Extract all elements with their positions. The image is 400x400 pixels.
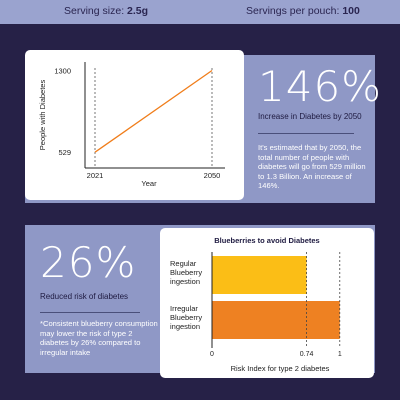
line-chart-card: 1300 529 2021 2050 Year People with Diabetes (25, 50, 244, 200)
y-tick-label: 529 (58, 148, 71, 157)
x-tick-label: 0.74 (300, 351, 314, 358)
x-tick-label: 2050 (204, 171, 221, 180)
increase-stat: 146% (258, 62, 383, 111)
top-bar: Serving size: 2.5g Servings per pouch: 1… (0, 0, 400, 24)
bar-chart-card: Blueberries to avoid Diabetes Regular Blue… (160, 228, 374, 378)
x-tick-label: 0 (210, 351, 214, 358)
x-axis-label: Year (141, 179, 157, 188)
increase-description: It's estimated that by 2050, the total n… (258, 143, 366, 191)
category-label: Blueberry (170, 268, 202, 277)
risk-stat: 26% (40, 238, 137, 287)
category-label: Regular (170, 259, 197, 268)
category-label: Blueberry (170, 313, 202, 322)
bar (212, 256, 307, 294)
line-chart: 1300 529 2021 2050 Year People with Diabetes (38, 62, 225, 188)
x-axis-label: Risk Index for type 2 diabetes (231, 364, 330, 373)
risk-description: *Consistent blueberry consumption may lo… (40, 319, 158, 357)
category-label: ingestion (170, 322, 200, 331)
risk-caption: Reduced risk of diabetes (40, 292, 129, 301)
bar (212, 301, 340, 339)
x-tick-label: 1 (338, 351, 342, 358)
category-label: ingestion (170, 277, 200, 286)
divider (258, 133, 354, 134)
increase-caption: Increase in Diabetes by 2050 (258, 112, 362, 121)
chart-title: Blueberries to avoid Diabetes (214, 236, 319, 245)
x-tick-label: 2021 (87, 171, 104, 180)
y-tick-label: 1300 (54, 66, 71, 75)
servings-per-pouch: Servings per pouch: 100 (246, 5, 360, 17)
bar-chart: Blueberries to avoid DiabetesRegularBlue… (170, 236, 342, 373)
serving-size: Serving size: 2.5g (64, 5, 149, 17)
series-line (94, 69, 213, 153)
y-axis-label: People with Diabetes (38, 80, 47, 151)
category-label: Irregular (170, 304, 198, 313)
divider (40, 312, 140, 313)
